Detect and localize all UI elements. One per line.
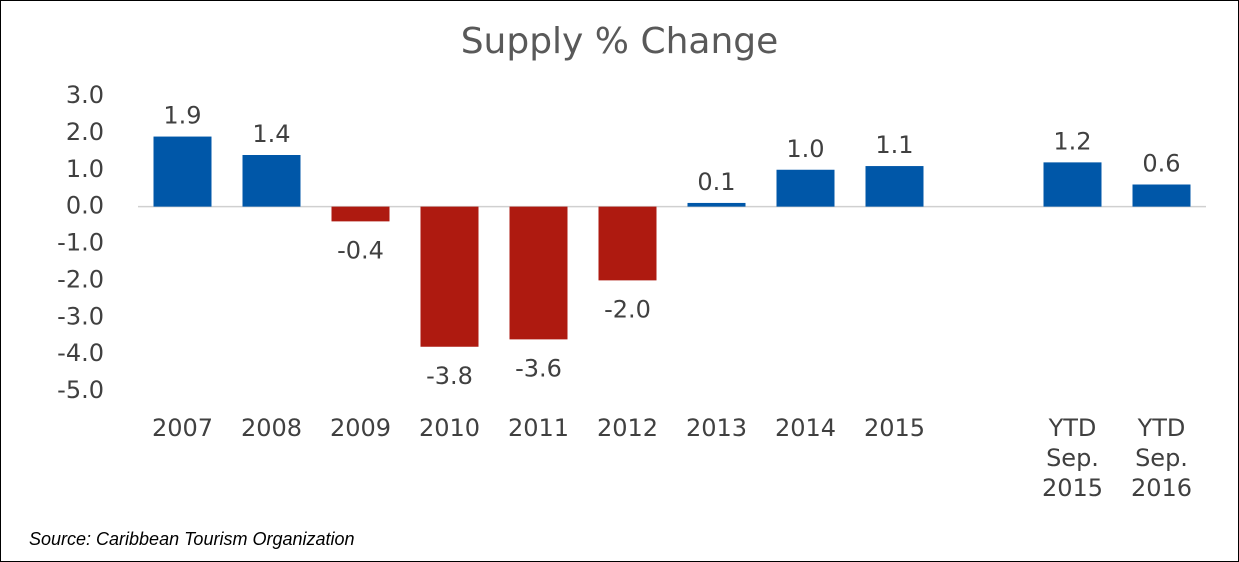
data-label: 1.1 [875,131,913,159]
x-tick-label: YTD Sep. 2016 [1130,414,1193,502]
bar [153,136,212,207]
y-tick-label: -3.0 [57,302,104,330]
y-tick-label: -5.0 [57,376,104,404]
data-label: -2.0 [604,295,651,323]
bar [687,202,746,207]
bar [420,206,479,347]
data-label: -0.4 [337,236,384,264]
x-tick-label: 2015 [863,414,926,442]
data-label: 0.1 [697,168,735,196]
data-label: 1.4 [252,120,290,148]
x-tick-label: YTD Sep. 2015 [1041,414,1104,502]
data-label: 1.0 [786,135,824,163]
bar [598,206,657,281]
y-tick-label: -1.0 [57,229,104,257]
x-tick-label: 2013 [685,414,748,442]
y-tick-label: -4.0 [57,339,104,367]
x-tick-label: 2014 [774,414,837,442]
bar [331,206,390,222]
x-tick-label: 2008 [240,414,303,442]
y-tick-label: 2.0 [66,118,104,146]
bar [509,206,568,340]
source-note: Source: Caribbean Tourism Organization [29,529,355,549]
x-tick-label: 2007 [151,414,214,442]
bar [1132,184,1191,207]
chart-title: Supply % Change [460,21,779,62]
y-tick-label: -2.0 [57,265,104,293]
x-tick-label: 2012 [596,414,659,442]
x-tick-label: 2011 [507,414,570,442]
x-tick-label: 2010 [418,414,481,442]
y-tick-label: 1.0 [66,155,104,183]
bar [776,169,835,207]
data-label: 1.9 [163,102,201,130]
y-tick-label: 0.0 [66,192,104,220]
y-tick-label: 3.0 [66,81,104,109]
x-tick-label: 2009 [329,414,392,442]
data-label: 1.2 [1053,127,1091,155]
data-label: -3.6 [515,354,562,382]
bar [1043,162,1102,207]
bar [865,166,924,207]
data-label: -3.8 [426,362,473,390]
bar [242,155,301,207]
data-label: 0.6 [1142,150,1180,178]
